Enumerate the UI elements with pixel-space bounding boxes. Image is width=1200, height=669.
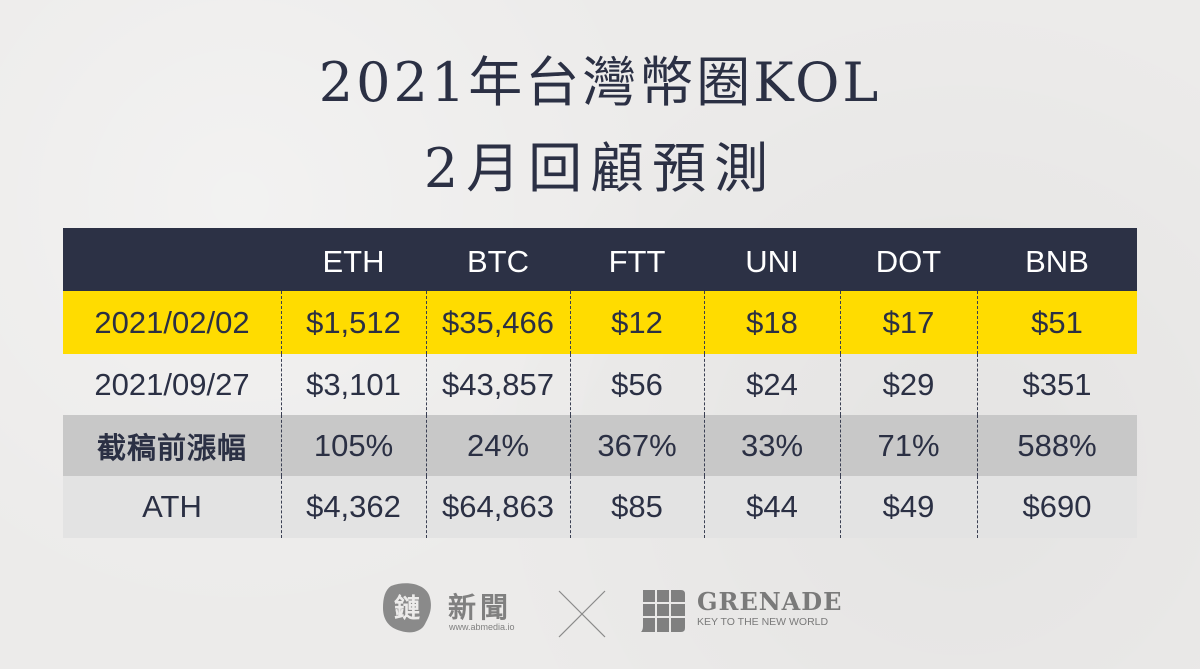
cell-dot: $29 xyxy=(840,354,977,415)
abmedia-url: www.abmedia.io xyxy=(449,622,515,632)
cell-ftt: $85 xyxy=(570,476,704,538)
table-row-2021-09-27: 2021/09/27 $3,101 $43,857 $56 $24 $29 $3… xyxy=(63,354,1137,415)
svg-text:鏈: 鏈 xyxy=(394,593,420,624)
cell-eth: $3,101 xyxy=(281,354,426,415)
cell-eth: $4,362 xyxy=(281,476,426,538)
cell-bnb: $690 xyxy=(977,476,1137,538)
abmedia-logo-icon: 鏈 xyxy=(383,583,431,633)
cell-eth: $1,512 xyxy=(281,291,426,354)
cell-uni: $44 xyxy=(704,476,840,538)
header-cell-dot: DOT xyxy=(875,243,942,279)
cell-bnb: 588% xyxy=(977,415,1137,476)
table-row-2021-02-02: 2021/02/02 $1,512 $35,466 $12 $18 $17 $5… xyxy=(63,291,1137,354)
cell-bnb: $51 xyxy=(977,291,1137,354)
cell-btc: $35,466 xyxy=(426,291,570,354)
header-cell-eth: ETH xyxy=(322,243,385,279)
page-title-line-1: 2021年台灣幣圈KOL xyxy=(318,51,882,114)
header-cell-blank xyxy=(63,228,281,291)
abmedia-name: 新聞 xyxy=(448,591,513,624)
cell-uni: $24 xyxy=(704,354,840,415)
header-cell-bnb: BNB xyxy=(1025,243,1089,279)
cell-uni: 33% xyxy=(704,415,840,476)
cell-dot: $17 xyxy=(840,291,977,354)
footer-logos: 鏈 新聞 www.abmedia.io GRENADE KEY TO THE N… xyxy=(0,580,1200,640)
cell-dot: 71% xyxy=(840,415,977,476)
header-cell-uni: UNI xyxy=(745,243,799,279)
row-label: 2021/09/27 xyxy=(94,366,250,402)
cell-btc: $43,857 xyxy=(426,354,570,415)
row-label: 2021/02/02 xyxy=(94,304,250,340)
price-table: ETH BTC FTT UNI DOT BNB 2021/02/02 $1,51… xyxy=(63,228,1137,538)
header-cell-ftt: FTT xyxy=(608,243,666,279)
grenade-logo-icon xyxy=(641,590,685,632)
cell-uni: $18 xyxy=(704,291,840,354)
cell-btc: $64,863 xyxy=(426,476,570,538)
collaboration-cross-icon xyxy=(558,590,606,638)
row-label: ATH xyxy=(142,489,202,524)
cell-bnb: $351 xyxy=(977,354,1137,415)
cell-ftt: 367% xyxy=(570,415,704,476)
cell-btc: 24% xyxy=(426,415,570,476)
table-header-row: ETH BTC FTT UNI DOT BNB xyxy=(63,228,1137,291)
grenade-name: GRENADE xyxy=(697,587,843,616)
cell-ftt: $12 xyxy=(570,291,704,354)
table-row-ath: ATH $4,362 $64,863 $85 $44 $49 $690 xyxy=(63,476,1137,538)
grenade-tagline: KEY TO THE NEW WORLD xyxy=(697,616,829,628)
cell-eth: 105% xyxy=(281,415,426,476)
cell-dot: $49 xyxy=(840,476,977,538)
cell-ftt: $56 xyxy=(570,354,704,415)
row-label: 截稿前漲幅 xyxy=(96,430,247,465)
table-row-gain-percent: 截稿前漲幅 105% 24% 367% 33% 71% 588% xyxy=(63,415,1137,476)
page-title-line-2: 2月回顧預測 xyxy=(423,137,777,200)
header-cell-btc: BTC xyxy=(467,243,529,279)
